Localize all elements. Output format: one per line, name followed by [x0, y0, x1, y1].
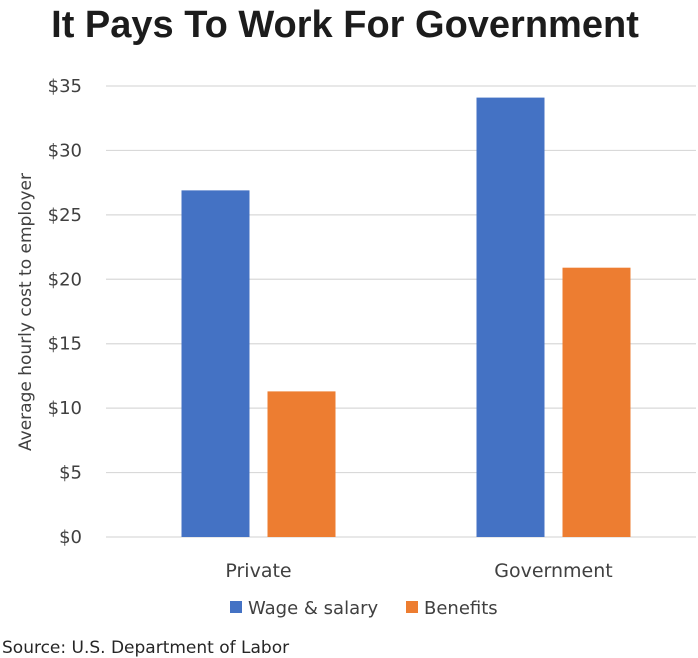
chart-title: It Pays To Work For Government — [51, 4, 639, 46]
legend-swatch — [230, 601, 242, 613]
bars — [181, 97, 631, 538]
bar-private-wage-salary — [181, 190, 250, 538]
x-category-label: Private — [225, 560, 291, 582]
y-tick-label: $25 — [48, 205, 82, 226]
bar-government-benefits — [562, 267, 631, 537]
x-axis-categories: Private Government — [225, 560, 612, 582]
legend: Wage & salary Benefits — [230, 598, 498, 619]
legend-label: Wage & salary — [248, 598, 378, 619]
y-tick-label: $15 — [48, 334, 82, 355]
y-tick-label: $30 — [48, 140, 82, 161]
y-tick-label: $10 — [48, 398, 82, 419]
legend-label: Benefits — [424, 598, 498, 619]
y-axis-title: Average hourly cost to employer — [16, 173, 36, 451]
x-category-label: Government — [494, 560, 613, 582]
y-axis-ticks: $0 $5 $10 $15 $20 $25 $30 $35 — [48, 76, 82, 548]
y-tick-label: $20 — [48, 269, 82, 290]
bar-government-wage-salary — [476, 97, 545, 538]
y-tick-label: $0 — [59, 527, 82, 548]
legend-swatch — [406, 601, 418, 613]
y-tick-label: $5 — [59, 463, 82, 484]
y-tick-label: $35 — [48, 76, 82, 97]
source-note: Source: U.S. Department of Labor — [2, 638, 289, 658]
bar-private-benefits — [267, 391, 336, 537]
